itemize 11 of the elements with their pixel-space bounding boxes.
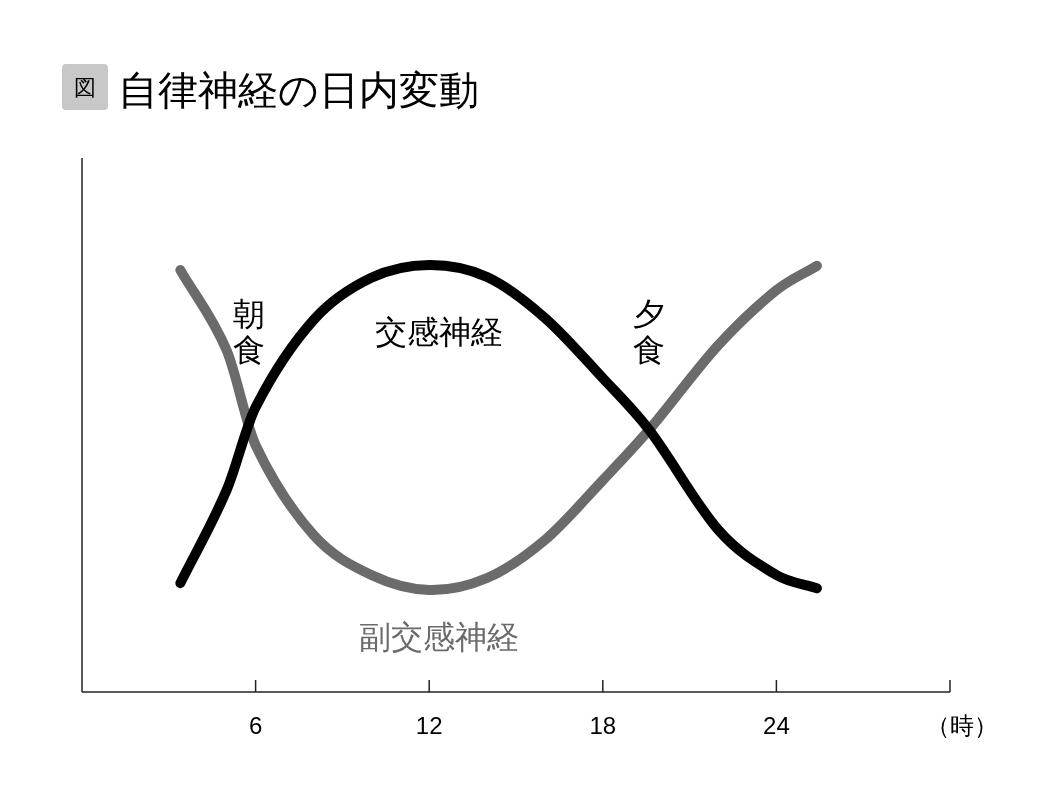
annotation: 夕食 bbox=[633, 296, 666, 368]
badge: 図 bbox=[62, 64, 108, 110]
x-tick-label: 18 bbox=[589, 712, 617, 739]
annotation: 朝食 bbox=[233, 296, 266, 368]
x-tick-label: 12 bbox=[415, 712, 443, 739]
chart-title: 自律神経の日内変動 bbox=[118, 68, 479, 112]
x-tick-label: 6 bbox=[248, 712, 263, 739]
series-label: 交感神経 bbox=[375, 314, 504, 350]
x-axis-title: （時） bbox=[926, 712, 998, 739]
series-label: 副交感神経 bbox=[359, 618, 520, 655]
x-tick-label: 24 bbox=[763, 712, 790, 739]
